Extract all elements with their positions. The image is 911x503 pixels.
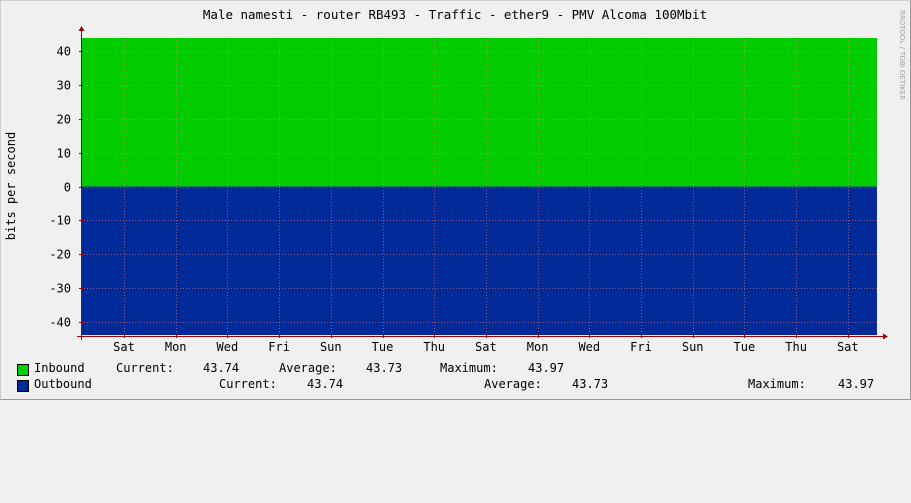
rrdtool-watermark: RRDTOOL / TOBI OETIKER — [898, 10, 906, 100]
x-tick-label: Sat — [113, 340, 135, 354]
x-tick-label: Mon — [165, 340, 187, 354]
legend-outbound-current: 43.74 — [307, 377, 344, 391]
area-outbound — [81, 186, 877, 336]
x-axis-arrow — [883, 333, 888, 340]
x-tick-label: Sat — [475, 340, 497, 354]
y-axis-arrow — [78, 26, 85, 31]
legend-outbound-maximum-label: Maximum: — [748, 377, 806, 391]
legend-inbound-current-label: Current: — [116, 361, 174, 375]
chart-title: Male namesti - router RB493 - Traffic - … — [203, 7, 707, 22]
y-tick-label: -20 — [49, 248, 71, 262]
legend-inbound-name: Inbound — [34, 361, 85, 375]
x-tick-label: Fri — [268, 340, 290, 354]
x-tick-label: Tue — [372, 340, 394, 354]
legend-outbound-name: Outbound — [34, 377, 92, 391]
legend-inbound-average: 43.73 — [366, 361, 403, 375]
y-tick-label: 10 — [57, 147, 71, 161]
x-tick-label: Thu — [423, 340, 445, 354]
x-tick-label: Wed — [217, 340, 239, 354]
legend-outbound-average-label: Average: — [484, 377, 542, 391]
inbound-swatch — [17, 364, 29, 376]
x-tick-label: Sun — [682, 340, 704, 354]
legend-inbound-maximum: 43.97 — [528, 361, 565, 375]
legend-outbound-average: 43.73 — [572, 377, 609, 391]
x-tick-label: Fri — [630, 340, 652, 354]
y-tick-label: 40 — [57, 45, 71, 59]
x-tick-label: Thu — [785, 340, 807, 354]
legend-inbound: Inbound Current: 43.74 Average: 43.73 Ma… — [0, 361, 564, 377]
outbound-swatch — [17, 380, 29, 392]
y-tick-label: 0 — [64, 181, 71, 195]
x-tick-label: Tue — [734, 340, 756, 354]
legend-outbound-maximum: 43.97 — [838, 377, 875, 391]
y-tick-label: 30 — [57, 79, 71, 93]
legend-inbound-maximum-label: Maximum: — [440, 361, 498, 375]
x-tick-label: Wed — [578, 340, 600, 354]
area-inbound — [81, 37, 877, 187]
y-axis-label: bits per second — [4, 132, 18, 240]
legend-outbound: Outbound Current: 43.74 Average: 43.73 M… — [0, 377, 874, 393]
y-tick-label: -10 — [49, 214, 71, 228]
legend-inbound-average-label: Average: — [279, 361, 337, 375]
plot-area: 40 30 20 10 0 -10 -20 -30 -40 Sat Mon Wed Fri Sun Tue T… — [49, 26, 888, 354]
y-tick-label: -30 — [49, 282, 71, 296]
y-tick-label: 20 — [57, 113, 71, 127]
legend-inbound-current: 43.74 — [203, 361, 240, 375]
x-tick-label: Mon — [527, 340, 549, 354]
x-tick-label: Sat — [837, 340, 859, 354]
y-tick-label: -40 — [49, 316, 71, 330]
traffic-chart: Male namesti - router RB493 - Traffic - … — [4, 7, 906, 354]
x-tick-label: Sun — [320, 340, 342, 354]
legend-outbound-current-label: Current: — [219, 377, 277, 391]
